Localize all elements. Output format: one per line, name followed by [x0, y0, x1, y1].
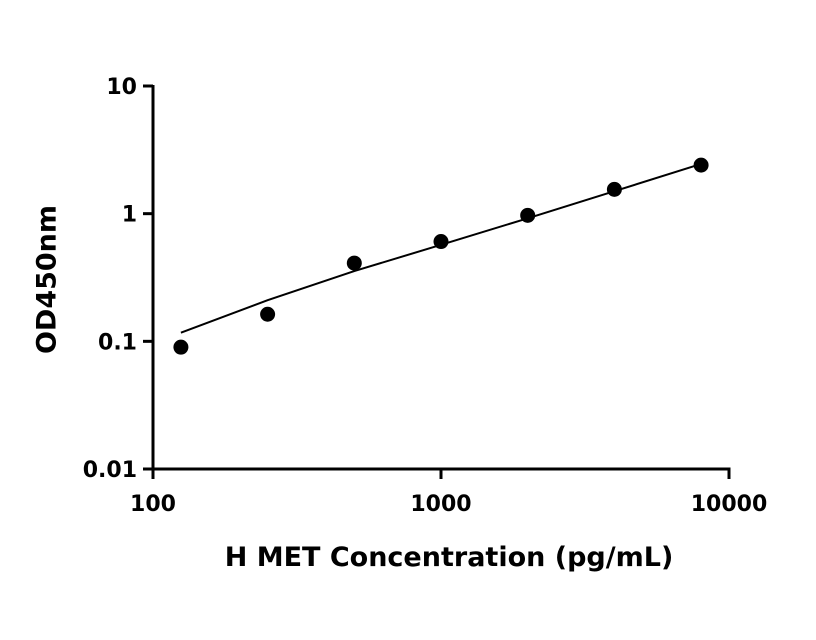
data-points: [173, 157, 709, 355]
axes: [151, 85, 731, 471]
data-point: [173, 339, 189, 355]
y-tick-label: 0.01: [83, 458, 137, 483]
y-tick-label: 0.1: [98, 330, 137, 355]
x-axis-title: H MET Concentration (pg/mL): [225, 542, 674, 573]
x-tick-label: 1000: [410, 492, 471, 517]
data-point: [433, 234, 449, 250]
data-point: [520, 207, 536, 223]
data-point: [693, 157, 709, 173]
data-point: [606, 181, 622, 197]
y-axis-title: OD450nm: [32, 205, 63, 354]
x-tick-label: 100: [130, 492, 176, 517]
y-tick-label: 10: [106, 75, 137, 100]
x-axis-ticks: 100 1000 10000: [130, 469, 767, 517]
data-point: [346, 255, 362, 271]
y-axis-ticks: 0.01 0.1 1 10: [83, 75, 153, 483]
data-point: [260, 306, 276, 322]
x-tick-label: 10000: [691, 492, 768, 517]
y-tick-label: 1: [122, 203, 137, 228]
